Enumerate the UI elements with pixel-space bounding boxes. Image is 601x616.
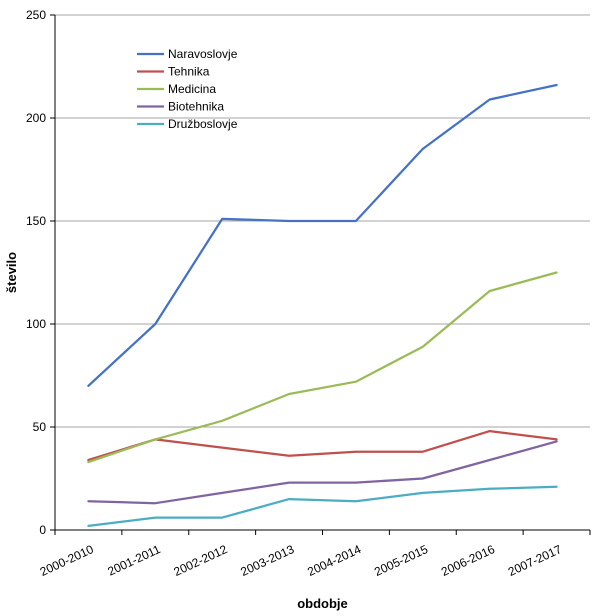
y-tick-label: 0 — [39, 523, 46, 537]
x-tick-label: 2004-2014 — [305, 542, 363, 579]
x-tick-label: 2001-2011 — [105, 542, 162, 579]
y-tick-label: 100 — [26, 317, 46, 331]
x-tick-label: 2003-2013 — [238, 542, 296, 579]
legend-item: Medicina — [137, 82, 216, 96]
y-tick-label: 150 — [26, 214, 46, 228]
legend-item: Biotehnika — [137, 100, 224, 114]
legend-item: Tehnika — [137, 65, 210, 79]
legend-label: Tehnika — [168, 65, 210, 79]
y-tick-label: 200 — [26, 111, 46, 125]
y-tick-label: 250 — [26, 8, 46, 22]
x-tick-label: 2000-2010 — [38, 542, 96, 579]
series-line-medicina — [87, 271, 558, 464]
x-tick-labels: 2000-2010 2001-2011 2002-2012 2003-2013 2004… — [38, 542, 564, 579]
series-line-dru-boslovje — [87, 485, 558, 528]
x-tick-label: 2007-2017 — [506, 542, 564, 579]
axes — [50, 14, 591, 535]
legend-item: Naravoslovje — [137, 47, 238, 61]
legend-label: Družboslovje — [168, 117, 238, 131]
legend: Naravoslovje Tehnika Medicina Biotehnika Dru… — [137, 47, 238, 131]
series-line-naravoslovje — [87, 83, 558, 387]
series-line-tehnika — [87, 429, 558, 462]
y-tick-label: 50 — [33, 420, 47, 434]
legend-item: Družboslovje — [137, 117, 238, 131]
x-tick-label: 2002-2012 — [172, 542, 230, 579]
series-line-biotehnika — [87, 440, 558, 505]
x-tick-label: 2006-2016 — [439, 542, 497, 579]
x-tick-label: 2005-2015 — [372, 542, 430, 579]
y-tick-labels: 0 50 100 150 200 250 — [26, 8, 46, 537]
legend-label: Medicina — [168, 82, 216, 96]
x-axis-title: obdobje — [297, 596, 348, 611]
legend-label: Biotehnika — [168, 100, 224, 114]
y-axis-title: število — [4, 252, 19, 293]
series-lines — [87, 83, 558, 528]
legend-label: Naravoslovje — [168, 47, 238, 61]
